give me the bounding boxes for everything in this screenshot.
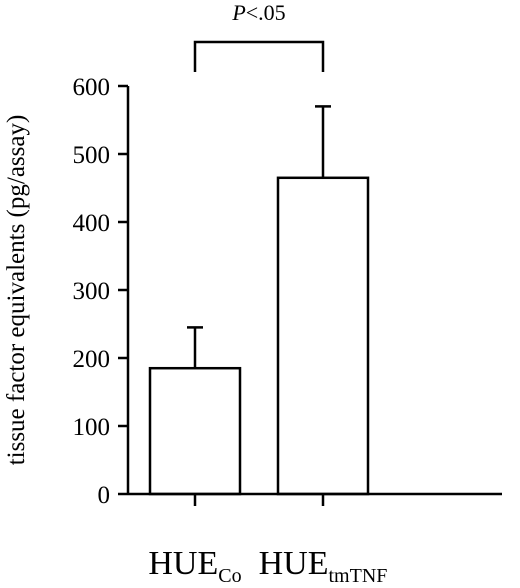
- y-tick-label: 0: [98, 482, 111, 509]
- y-tick-label: 600: [73, 74, 111, 101]
- y-tick-label: 400: [73, 210, 111, 237]
- bars: [148, 105, 370, 496]
- y-tick-label: 500: [73, 142, 111, 169]
- y-axis-label: tissue factor equivalents (pg/assay): [3, 115, 30, 466]
- bracket-line: [193, 40, 325, 72]
- significance-bracket: P<.05: [193, 0, 325, 72]
- y-tick-label: 100: [73, 414, 111, 441]
- y-tick-label: 300: [73, 278, 111, 305]
- x-tick-label: HUEtmTNF: [259, 545, 388, 587]
- y-axis: 0 100 200 300 400 500 600: [73, 74, 130, 509]
- bar: [148, 366, 242, 496]
- x-tick-label: HUECo: [148, 545, 241, 587]
- bar: [276, 176, 370, 496]
- x-axis: HUECo HUEtmTNF: [128, 492, 502, 587]
- y-tick-label: 200: [73, 346, 111, 373]
- p-value-label: P<.05: [231, 0, 285, 25]
